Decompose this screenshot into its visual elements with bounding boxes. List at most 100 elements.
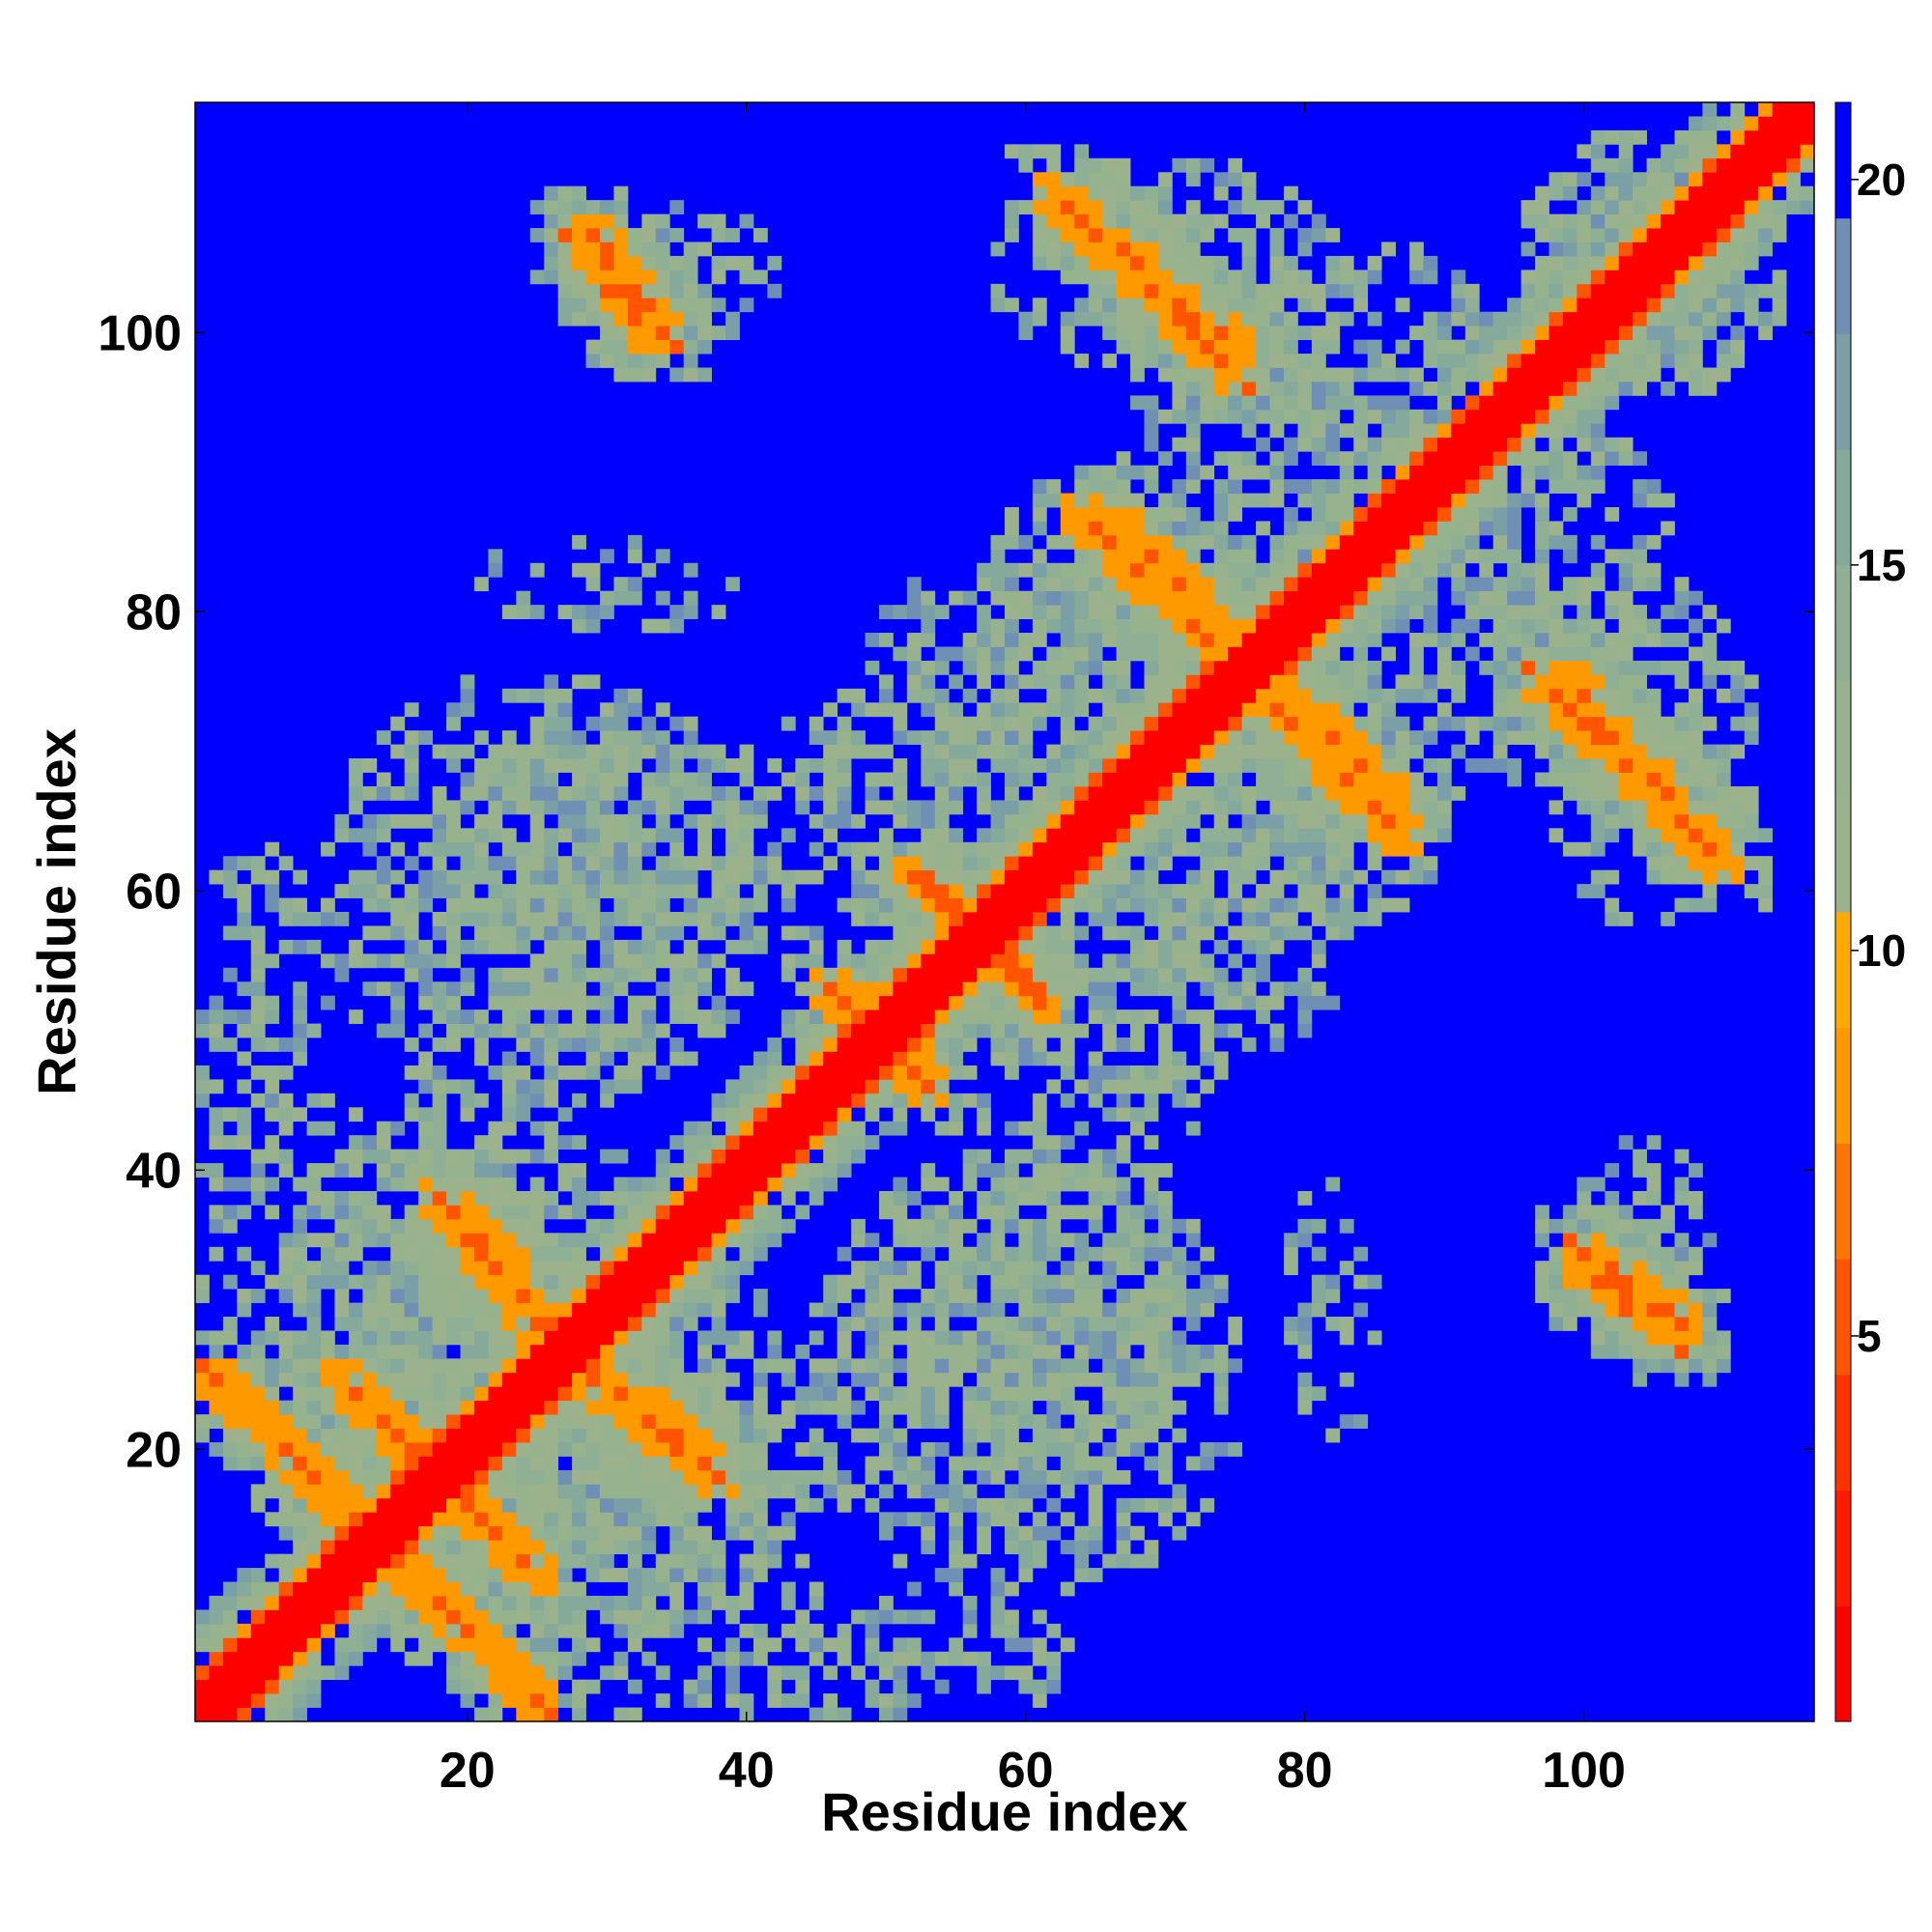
heatmap-cell	[1116, 800, 1131, 815]
heatmap-cell	[753, 925, 768, 941]
heatmap-cell	[321, 1233, 335, 1248]
heatmap-cell	[488, 884, 503, 898]
heatmap-cell	[1339, 270, 1354, 285]
heatmap-cell	[529, 1218, 545, 1234]
heatmap-cell	[1228, 157, 1243, 173]
heatmap-cell	[1116, 1400, 1131, 1415]
heatmap-cell	[837, 1009, 852, 1024]
heatmap-cell	[1228, 381, 1243, 396]
heatmap-cell	[460, 1609, 475, 1625]
heatmap-cell	[1172, 800, 1187, 815]
heatmap-cell	[613, 339, 629, 355]
heatmap-cell	[446, 1023, 461, 1038]
heatmap-cell	[1130, 1218, 1145, 1234]
heatmap-cell	[977, 1121, 991, 1136]
heatmap-cell	[641, 1372, 657, 1387]
heatmap-cell	[878, 1442, 894, 1457]
heatmap-cell	[473, 856, 489, 871]
heatmap-cell	[600, 242, 614, 257]
heatmap-cell	[878, 1707, 894, 1722]
heatmap-cell	[557, 1065, 573, 1080]
heatmap-cell	[962, 1177, 978, 1192]
heatmap-cell	[921, 1289, 936, 1303]
heatmap-cell	[362, 1414, 378, 1429]
heatmap-cell	[1018, 144, 1034, 159]
heatmap-cell	[1228, 1317, 1243, 1331]
heatmap-cell	[1060, 912, 1075, 926]
heatmap-cell	[1032, 590, 1047, 606]
heatmap-cell	[293, 1707, 307, 1722]
heatmap-cell	[725, 1456, 740, 1471]
heatmap-cell	[529, 884, 545, 898]
heatmap-cell	[641, 1274, 657, 1290]
heatmap-cell	[585, 772, 601, 787]
heatmap-cell	[753, 1568, 768, 1582]
heatmap-cell	[1213, 577, 1229, 592]
heatmap-cell	[404, 925, 419, 941]
heatmap-cell	[1157, 228, 1173, 242]
heatmap-cell	[1283, 451, 1298, 467]
heatmap-cell	[865, 800, 880, 815]
heatmap-cell	[222, 925, 238, 941]
heatmap-cell	[544, 856, 559, 871]
heatmap-cell	[851, 1065, 866, 1080]
heatmap-cell	[460, 1651, 475, 1666]
heatmap-cell	[1325, 577, 1341, 592]
heatmap-cell	[209, 1693, 224, 1708]
heatmap-cell	[376, 1274, 391, 1290]
heatmap-cell	[529, 813, 545, 829]
heatmap-cell	[293, 1568, 307, 1582]
heatmap-cell	[404, 813, 419, 829]
heatmap-cell	[1018, 674, 1034, 690]
heatmap-cell	[501, 1512, 517, 1527]
heatmap-cell	[1256, 409, 1270, 424]
heatmap-cell	[460, 1623, 475, 1638]
heatmap-cell	[1185, 1065, 1201, 1080]
heatmap-cell	[529, 1623, 545, 1638]
heatmap-cell	[1074, 1414, 1090, 1429]
heatmap-cell	[990, 633, 1006, 647]
heatmap-cell	[1157, 897, 1173, 913]
heatmap-cell	[1213, 283, 1229, 298]
heatmap-cell	[1325, 813, 1341, 829]
heatmap-cell	[865, 1637, 880, 1653]
heatmap-cell	[362, 925, 378, 941]
heatmap-cell	[460, 1289, 475, 1303]
heatmap-cell	[627, 283, 642, 298]
heatmap-cell	[1060, 1330, 1075, 1346]
heatmap-cell	[1088, 1414, 1103, 1429]
heatmap-cell	[1060, 1637, 1075, 1653]
heatmap-cell	[1213, 981, 1229, 997]
heatmap-cell	[962, 884, 978, 898]
heatmap-cell	[878, 1484, 894, 1499]
heatmap-cell	[627, 995, 642, 1010]
heatmap-cell	[865, 772, 880, 787]
heatmap-cell	[418, 1469, 434, 1485]
heatmap-cell	[600, 1400, 614, 1415]
heatmap-cell	[934, 1023, 950, 1038]
heatmap-cell	[1367, 758, 1382, 773]
heatmap-cell	[1157, 1442, 1173, 1457]
heatmap-cell	[1325, 688, 1341, 703]
heatmap-cell	[1102, 856, 1117, 871]
heatmap-cell	[1367, 562, 1382, 578]
heatmap-cell	[418, 813, 434, 829]
heatmap-cell	[222, 1177, 238, 1192]
heatmap-cell	[1256, 897, 1270, 913]
heatmap-cell	[1032, 869, 1047, 885]
heatmap-cell	[1241, 381, 1257, 396]
heatmap-cell	[627, 1707, 642, 1722]
heatmap-cell	[613, 912, 629, 926]
heatmap-cell	[1018, 1456, 1034, 1471]
heatmap-cell	[334, 1609, 350, 1625]
heatmap-cell	[376, 1135, 391, 1151]
heatmap-cell	[627, 1497, 642, 1513]
heatmap-cell	[376, 1428, 391, 1443]
heatmap-cell	[906, 1274, 922, 1290]
heatmap-cell	[473, 1651, 489, 1666]
heatmap-cell	[753, 1497, 768, 1513]
heatmap-cell	[781, 1665, 796, 1681]
heatmap-cell	[1256, 813, 1270, 829]
heatmap-cell	[1144, 270, 1159, 285]
heatmap-cell	[348, 1609, 363, 1625]
